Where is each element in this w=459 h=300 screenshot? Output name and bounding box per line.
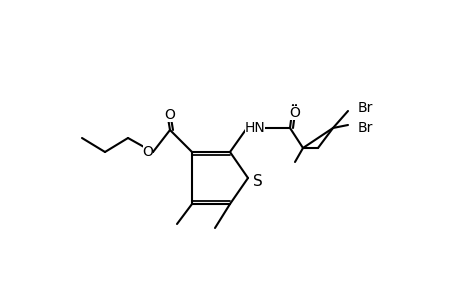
Text: S: S [252, 175, 262, 190]
Text: O: O [142, 145, 153, 159]
Text: O: O [289, 106, 300, 120]
Text: O: O [164, 108, 175, 122]
Text: Br: Br [357, 121, 373, 135]
Text: HN: HN [244, 121, 265, 135]
Text: Br: Br [357, 101, 373, 115]
